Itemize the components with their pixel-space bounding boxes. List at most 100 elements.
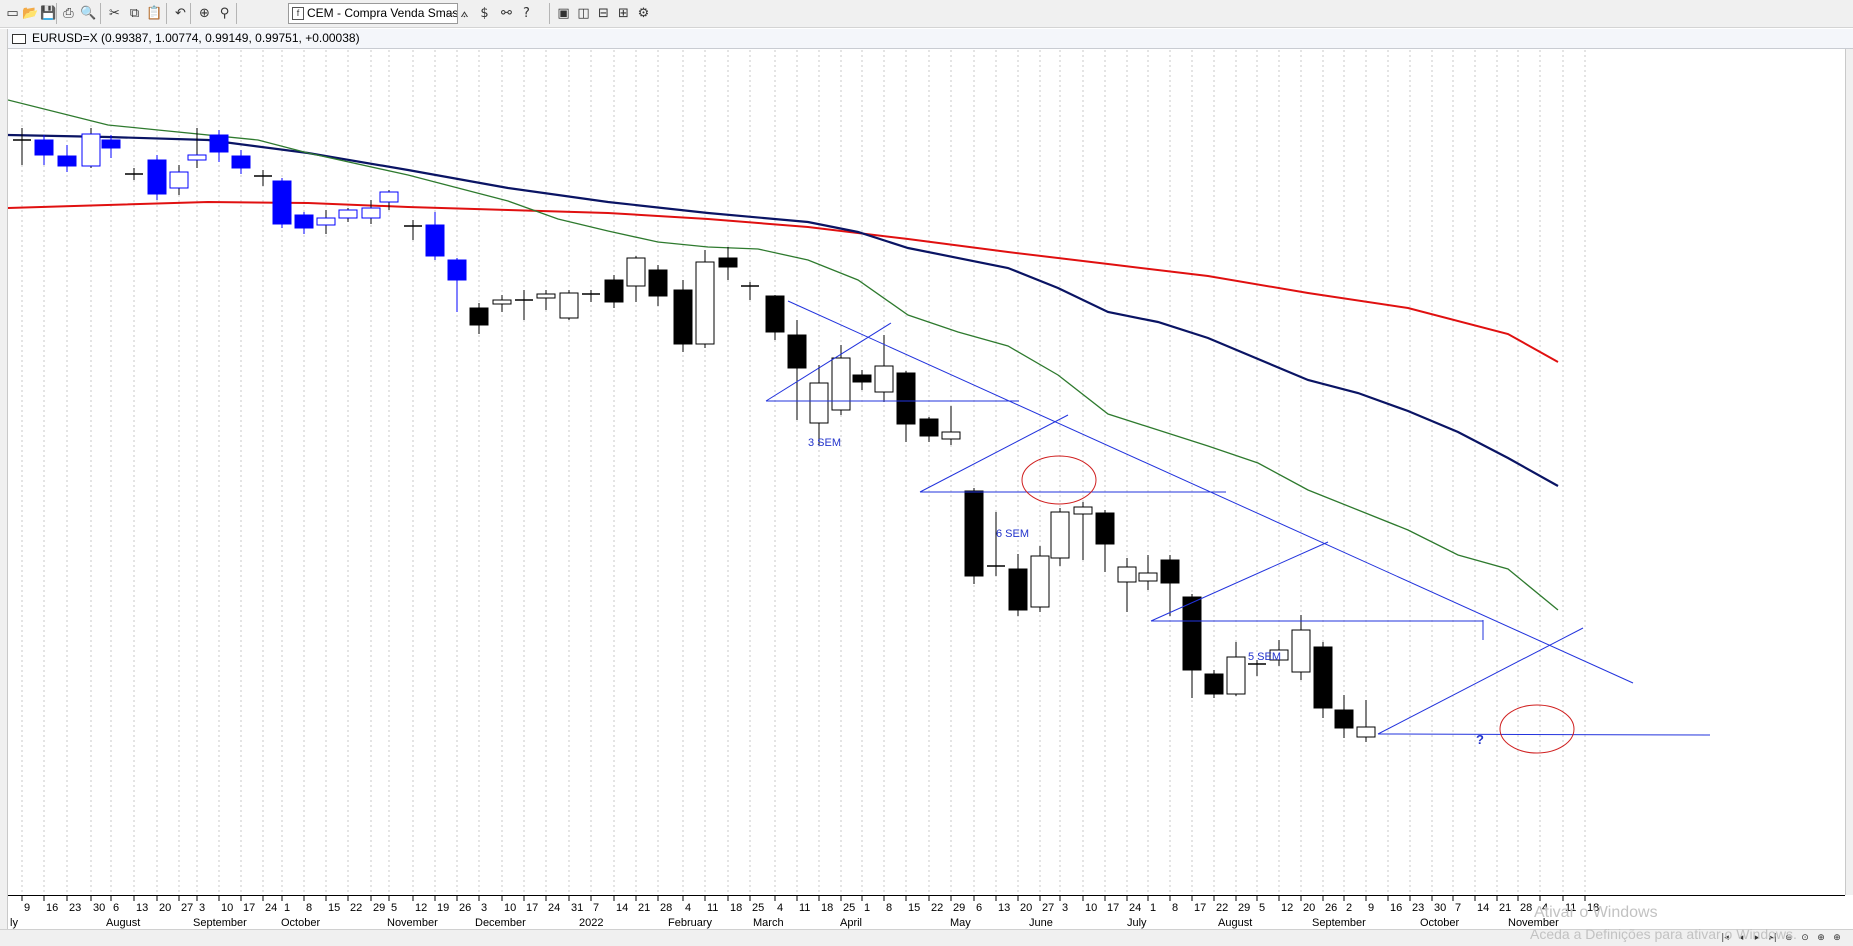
horizontal-scrollbar[interactable]: |◂ ◂ ▸ ▸| ⊖ ⊙ ⊕ ⊕: [0, 929, 1853, 946]
candlestick: [447, 258, 467, 312]
chart-title-bar: EURUSD=X (0.99387, 1.00774, 0.99149, 0.9…: [8, 29, 1853, 49]
dollar-icon[interactable]: $: [480, 6, 489, 21]
candle-body: [648, 269, 668, 297]
axis-day-label: 21: [638, 902, 650, 914]
candlestick: [1095, 510, 1115, 572]
scroll-last-icon[interactable]: ▸|: [1769, 933, 1777, 943]
axis-day-label: 14: [1477, 902, 1489, 914]
axis-day-label: 18: [1587, 902, 1599, 914]
strategy-function-icon: f: [292, 7, 304, 20]
candlestick: [515, 290, 533, 320]
candlestick: [648, 265, 668, 306]
candle-body: [919, 418, 939, 437]
left-panel-edge: [0, 29, 8, 939]
candlestick: [626, 256, 646, 302]
axis-day-label: 20: [1020, 902, 1032, 914]
candlestick: [1182, 594, 1202, 698]
candlestick: [741, 282, 759, 300]
candle-body: [1334, 709, 1354, 729]
trend-lines: [765, 300, 1711, 736]
scroll-first-icon[interactable]: |◂: [1721, 933, 1729, 943]
axis-day-label: 28: [1520, 902, 1532, 914]
zoom-fit-icon[interactable]: ⊕: [1833, 933, 1841, 943]
annotations: 3 SEM 6 SEM 5 SEM ?: [808, 437, 1575, 754]
candlestick: [231, 150, 251, 174]
candlestick: [582, 290, 600, 302]
candle-body: [1160, 559, 1180, 584]
trendline-rising-2: [919, 414, 1069, 493]
toolbar-separator: [190, 3, 191, 24]
axis-day-label: 30: [1434, 902, 1446, 914]
zoom-icon[interactable]: ⚲: [219, 6, 230, 21]
candle-body: [1269, 649, 1289, 661]
moving-averages: [8, 99, 1559, 611]
save-icon[interactable]: 💾: [40, 6, 57, 21]
axis-day-label: 22: [931, 902, 943, 914]
trendline-base-4: [1377, 733, 1711, 736]
candle-body: [338, 209, 358, 219]
candlestick: [1204, 670, 1224, 698]
axis-month-label: November: [387, 917, 438, 929]
binoculars-icon[interactable]: ⚯: [501, 6, 512, 21]
candle-body: [294, 214, 314, 229]
zoom-reset-icon[interactable]: ⊙: [1801, 933, 1809, 943]
strategy-select[interactable]: f CEM - Compra Venda Smash ⌵: [288, 3, 458, 24]
axis-day-label: 11: [799, 902, 810, 914]
candle-body: [787, 334, 807, 369]
candle-body: [1095, 512, 1115, 545]
axis-day-label: 9: [1368, 902, 1374, 914]
candlestick: [718, 247, 738, 280]
axis-day-label: 15: [328, 902, 340, 914]
axis-day-label: 8: [886, 902, 892, 914]
cut-icon[interactable]: ✂: [109, 6, 120, 21]
indicator-icon[interactable]: ⟑: [460, 6, 469, 21]
axis-day-label: 26: [459, 902, 471, 914]
candlestick: [941, 406, 961, 445]
candle-body: [941, 431, 961, 440]
axis-day-label: 29: [1238, 902, 1250, 914]
axis-day-label: 5: [391, 902, 397, 914]
axis-day-label: 1: [864, 902, 870, 914]
help-icon[interactable]: ?: [523, 6, 530, 21]
candlestick: [765, 295, 785, 340]
print-preview-icon[interactable]: 🔍: [80, 6, 97, 21]
axis-month-label: August: [106, 917, 140, 929]
print-icon[interactable]: ⎙: [63, 6, 74, 21]
scroll-next-icon[interactable]: ▸: [1754, 933, 1760, 943]
price-chart[interactable]: 3 SEM 6 SEM 5 SEM ?: [8, 50, 1845, 895]
candlestick: [604, 275, 624, 308]
candlestick: [81, 128, 101, 168]
cascade-windows-icon[interactable]: ▣: [557, 6, 570, 21]
axis-month-label: March: [753, 917, 784, 929]
symbol-quote: EURUSD=X (0.99387, 1.00774, 0.99149, 0.9…: [32, 31, 360, 45]
settings-icon[interactable]: ⚙: [637, 6, 650, 21]
axis-day-label: 2: [1346, 902, 1352, 914]
tile-horizontal-icon[interactable]: ⊟: [598, 6, 609, 21]
candle-body: [316, 217, 336, 226]
axis-day-label: 20: [1303, 902, 1315, 914]
candlestick: [361, 200, 381, 224]
candlestick: [787, 320, 807, 420]
candle-body: [559, 292, 579, 319]
candle-body: [1138, 572, 1158, 582]
candle-body: [1356, 726, 1376, 738]
axis-day-label: 4: [777, 902, 783, 914]
crosshair-icon[interactable]: ⊕: [199, 6, 210, 21]
zoom-in-icon[interactable]: ⊕: [1817, 933, 1825, 943]
candlestick: [404, 220, 422, 240]
paste-icon[interactable]: 📋: [146, 6, 163, 21]
tile-grid-icon[interactable]: ⊞: [618, 6, 629, 21]
scroll-prev-icon[interactable]: ◂: [1738, 933, 1744, 943]
axis-day-label: 6: [976, 902, 982, 914]
zoom-out-icon[interactable]: ⊖: [1785, 933, 1793, 943]
candle-body: [765, 295, 785, 333]
undo-icon[interactable]: ↶: [175, 6, 186, 21]
copy-icon[interactable]: ⧉: [129, 6, 140, 21]
chevron-down-icon[interactable]: ⌵: [446, 8, 454, 19]
open-folder-icon[interactable]: 📂: [22, 6, 39, 21]
candlestick: [1291, 615, 1311, 680]
tile-vertical-icon[interactable]: ◫: [577, 6, 590, 21]
new-file-icon[interactable]: ▭: [6, 6, 19, 21]
candlestick: [874, 335, 894, 402]
candle-body: [1182, 596, 1202, 671]
